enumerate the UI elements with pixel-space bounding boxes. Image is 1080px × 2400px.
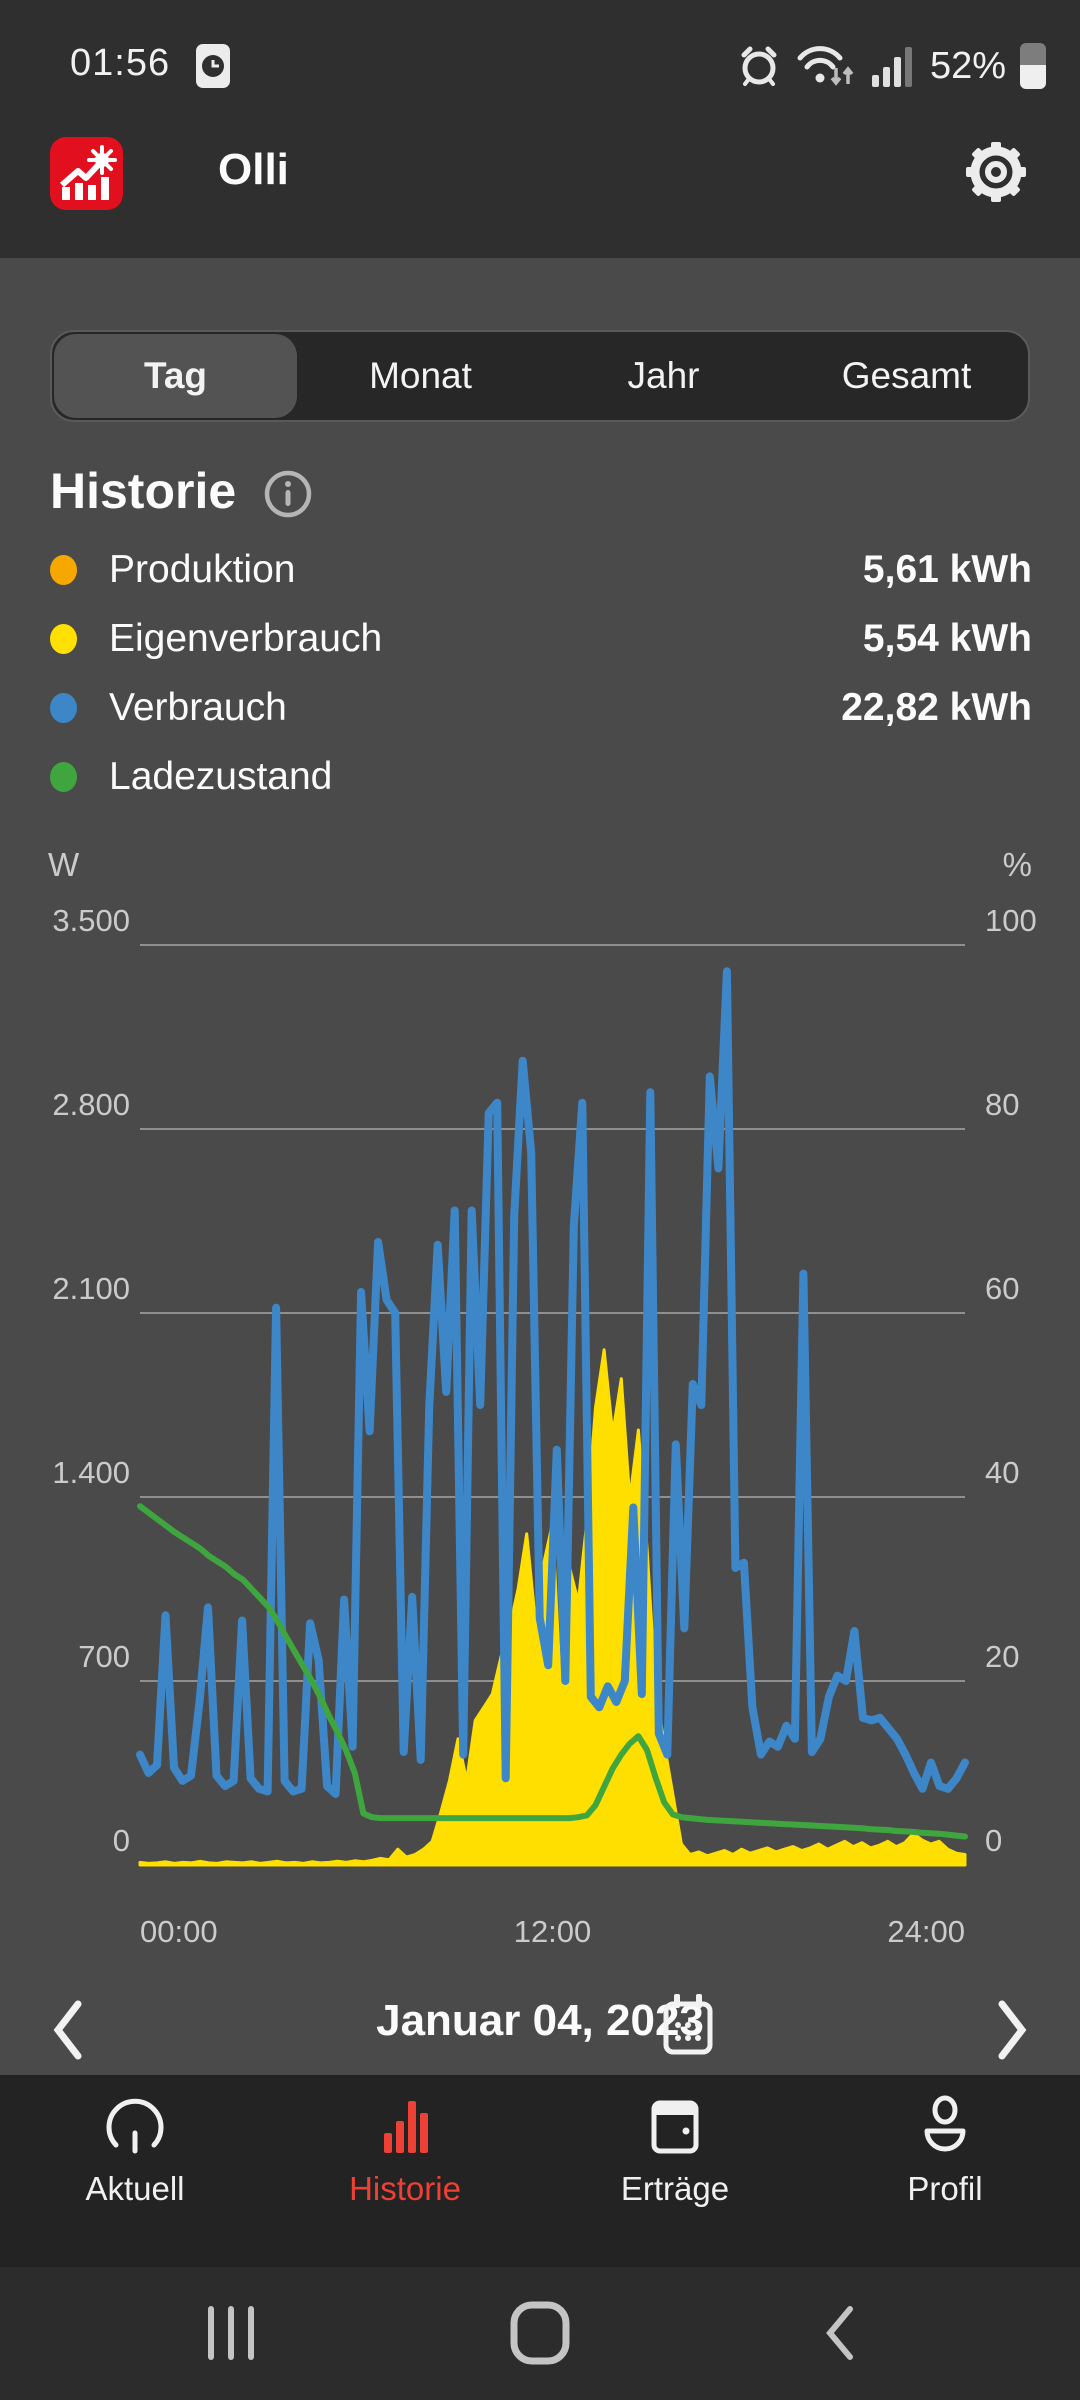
history-chart[interactable]: 0 0 700 20 1.400 40 2.100 60 2.800 80 3.500 100 W % 00… <box>0 830 1080 1980</box>
signal-strength-icon <box>871 47 912 87</box>
status-icons: 52% <box>736 40 1046 92</box>
legend-row-eigenverbrauch: Eigenverbrauch 5,54 kWh <box>50 607 1032 671</box>
alarm-icon <box>741 46 777 86</box>
status-time: 01:56 <box>70 42 171 84</box>
legend-row-produktion: Produktion 5,61 kWh <box>50 538 1032 602</box>
page-title: Olli <box>218 145 289 194</box>
ladezustand-dot <box>50 762 77 792</box>
tab-gesamt[interactable]: Gesamt <box>841 355 972 396</box>
android-nav-bar <box>0 2267 1080 2400</box>
legend-label: Produktion <box>109 548 296 591</box>
section-title: Historie <box>50 463 237 519</box>
header-area: 01:56 <box>0 0 1080 258</box>
calendar-icon <box>663 1994 713 2055</box>
nav-item-ertraege[interactable]: Erträge <box>565 2093 785 2208</box>
current-date[interactable]: Januar 04, 2023 <box>376 1996 704 2045</box>
settings-button[interactable] <box>962 138 1030 206</box>
svg-text:W: W <box>48 846 80 883</box>
wifi-icon <box>797 46 854 86</box>
svg-text:2.800: 2.800 <box>52 1087 130 1122</box>
tab-tag[interactable]: Tag <box>54 334 297 418</box>
period-tab-bar: Tag Monat Jahr Gesamt <box>50 330 1030 422</box>
chevron-left-icon <box>53 2000 82 2060</box>
svg-text:12:00: 12:00 <box>514 1914 592 1949</box>
nav-label: Profil <box>907 2170 983 2207</box>
prev-day-button[interactable] <box>44 1992 92 2068</box>
verbrauch-dot <box>50 693 77 723</box>
home-button[interactable] <box>508 2299 572 2367</box>
svg-text:0: 0 <box>985 1823 1002 1858</box>
info-button[interactable] <box>262 468 314 520</box>
bar-chart-icon <box>372 2093 438 2159</box>
next-day-button[interactable] <box>988 1992 1036 2068</box>
nav-item-profil[interactable]: Profil <box>835 2093 1055 2208</box>
legend-value: 5,61 kWh <box>862 548 1032 591</box>
recents-button[interactable] <box>205 2303 257 2363</box>
nav-label: Erträge <box>620 2170 730 2207</box>
legend-value: 22,82 kWh <box>841 686 1032 729</box>
svg-text:2.100: 2.100 <box>52 1271 130 1306</box>
gauge-icon <box>102 2093 168 2159</box>
tab-jahr[interactable]: Jahr <box>627 355 700 396</box>
svg-text:24:00: 24:00 <box>887 1914 965 1949</box>
legend-value: 5,54 kWh <box>862 617 1032 660</box>
tab-monat[interactable]: Monat <box>369 355 472 396</box>
chevron-right-icon <box>998 2000 1027 2060</box>
svg-text:20: 20 <box>985 1639 1019 1674</box>
clock-notification-icon <box>196 44 230 88</box>
calendar-button[interactable] <box>660 1992 716 2058</box>
eigenverbrauch-dot <box>50 624 77 654</box>
svg-text:00:00: 00:00 <box>140 1914 218 1949</box>
produktion-dot <box>50 555 77 585</box>
person-icon <box>912 2093 978 2159</box>
legend-row-verbrauch: Verbrauch 22,82 kWh <box>50 676 1032 740</box>
gear-icon <box>966 142 1026 202</box>
wallet-icon <box>642 2093 708 2159</box>
battery-icon <box>1020 43 1046 89</box>
bottom-nav: Aktuell Historie <box>0 2075 1080 2267</box>
info-icon <box>264 470 312 518</box>
legend-label: Verbrauch <box>109 686 287 729</box>
legend-label: Ladezustand <box>109 755 333 798</box>
nav-item-aktuell[interactable]: Aktuell <box>25 2093 245 2208</box>
clock-glyph <box>202 55 224 77</box>
legend-row-ladezustand: Ladezustand <box>50 745 1032 809</box>
nav-label: Aktuell <box>85 2170 185 2207</box>
svg-text:700: 700 <box>78 1639 130 1674</box>
svg-text:60: 60 <box>985 1271 1019 1306</box>
svg-text:3.500: 3.500 <box>52 903 130 938</box>
svg-text:0: 0 <box>113 1823 130 1858</box>
nav-label: Historie <box>349 2170 461 2207</box>
legend-label: Eigenverbrauch <box>109 617 383 660</box>
svg-text:1.400: 1.400 <box>52 1455 130 1490</box>
battery-percent: 52% <box>929 44 1006 87</box>
svg-text:%: % <box>1003 846 1032 883</box>
back-button[interactable] <box>818 2301 862 2365</box>
app-logo-icon <box>50 137 123 210</box>
svg-text:100: 100 <box>985 903 1037 938</box>
svg-text:40: 40 <box>985 1455 1019 1490</box>
svg-text:80: 80 <box>985 1087 1019 1122</box>
nav-item-historie[interactable]: Historie <box>295 2093 515 2208</box>
